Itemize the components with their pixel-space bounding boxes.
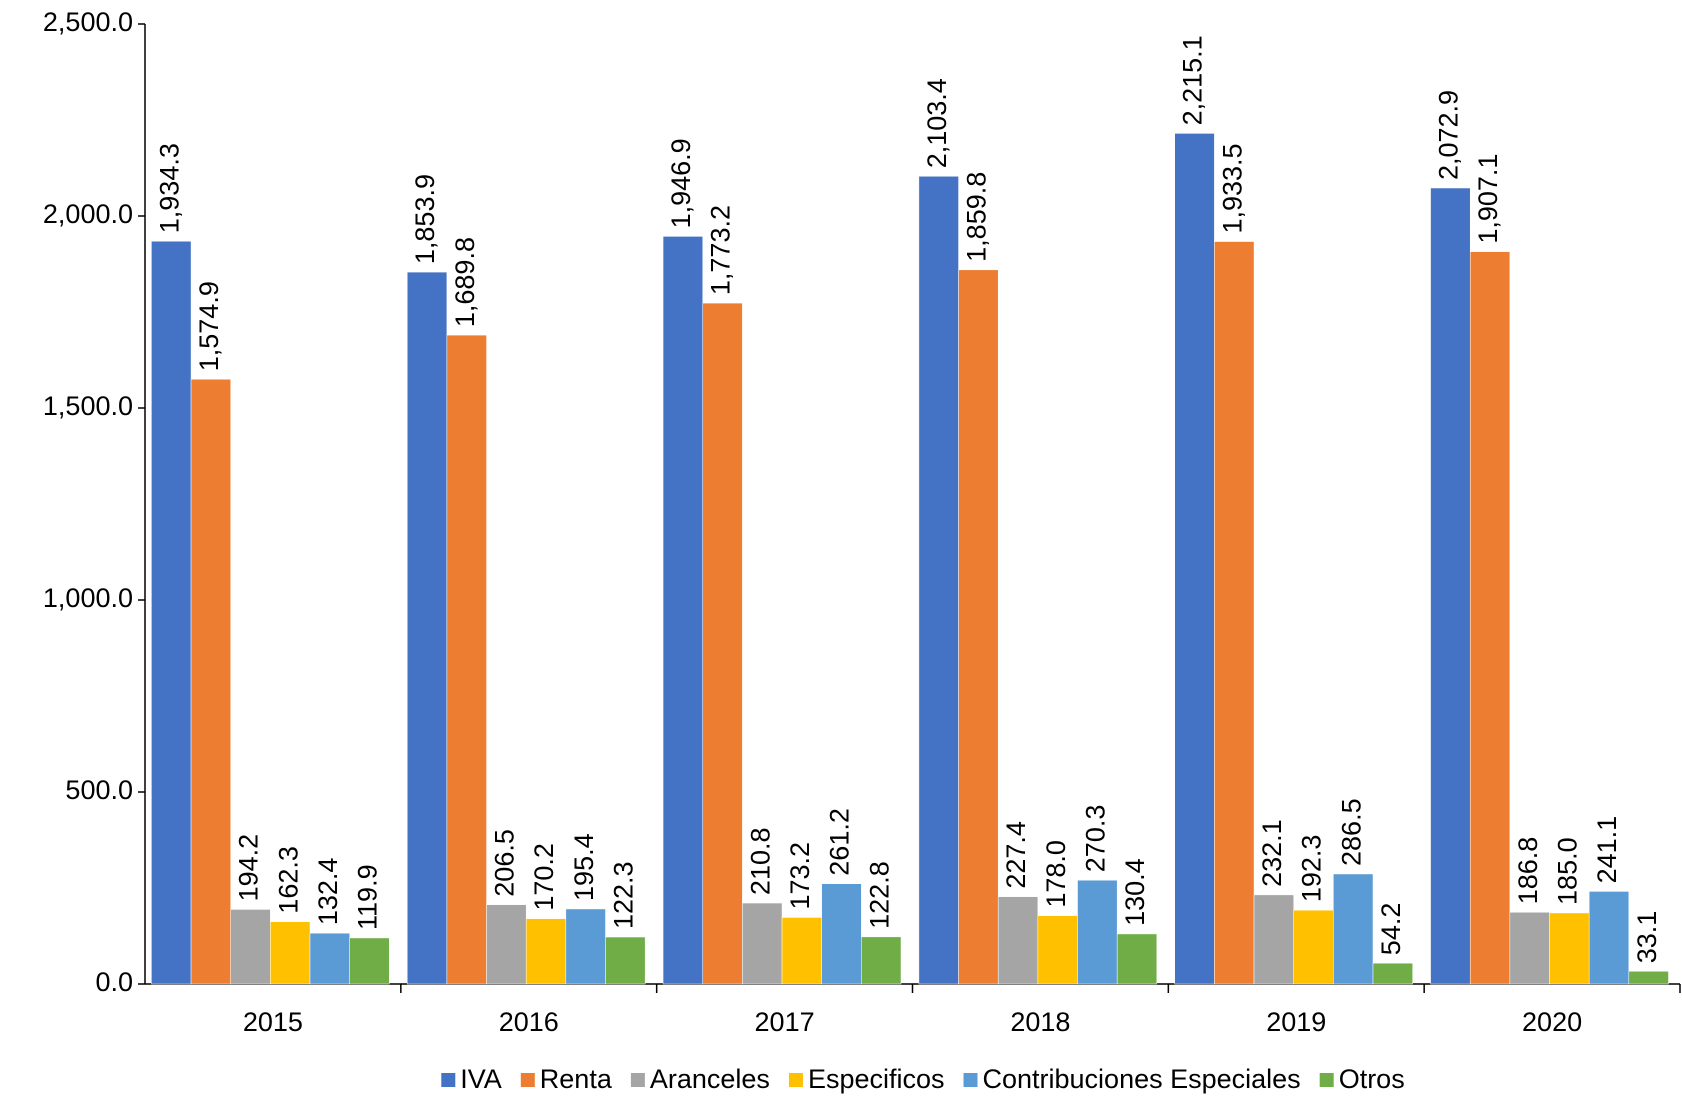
value-label: 2,072.9 xyxy=(1434,90,1464,180)
x-tick-label: 2016 xyxy=(499,1007,559,1037)
value-label: 130.4 xyxy=(1120,858,1150,926)
value-label: 261.2 xyxy=(825,808,855,876)
value-label: 1,853.9 xyxy=(410,174,440,264)
value-label: 206.5 xyxy=(489,829,519,897)
value-label: 194.2 xyxy=(234,834,264,902)
y-tick-label: 1,000.0 xyxy=(43,583,133,613)
bar xyxy=(702,302,743,985)
value-label: 185.0 xyxy=(1552,837,1582,905)
bar xyxy=(1333,873,1374,985)
bar xyxy=(958,269,999,985)
value-label: 270.3 xyxy=(1080,805,1110,873)
legend-swatch xyxy=(963,1073,978,1087)
legend-label: Contribuciones Especiales xyxy=(983,1064,1301,1094)
bar xyxy=(1588,891,1630,985)
value-label: 1,934.3 xyxy=(154,143,184,233)
value-label: 173.2 xyxy=(785,842,815,910)
bar xyxy=(662,236,703,985)
bar xyxy=(1549,912,1590,985)
x-tick-label: 2020 xyxy=(1522,1007,1582,1037)
value-label: 232.1 xyxy=(1257,819,1287,887)
x-tick-label: 2015 xyxy=(243,1007,303,1037)
legend-swatch xyxy=(520,1073,535,1087)
bar xyxy=(1037,915,1078,985)
bar xyxy=(565,908,606,985)
bar xyxy=(1509,912,1550,985)
bar xyxy=(230,909,271,985)
bar xyxy=(1253,894,1294,985)
bar xyxy=(1628,971,1669,985)
value-label: 186.8 xyxy=(1513,837,1543,905)
y-tick-label: 0.0 xyxy=(95,967,133,997)
value-label: 54.2 xyxy=(1376,903,1406,956)
bar xyxy=(486,904,527,985)
value-label: 195.4 xyxy=(569,833,599,901)
legend-label: IVA xyxy=(460,1064,502,1094)
legend-swatch xyxy=(1319,1073,1334,1087)
legend-swatch xyxy=(630,1073,645,1087)
value-label: 122.3 xyxy=(608,861,638,929)
x-tick-label: 2018 xyxy=(1010,1007,1070,1037)
legend-label: Especificos xyxy=(808,1064,945,1094)
bar xyxy=(918,176,959,985)
legend-swatch xyxy=(441,1073,456,1087)
bar xyxy=(605,936,646,985)
bar xyxy=(742,902,783,985)
value-label: 1,689.8 xyxy=(450,237,480,327)
bar xyxy=(525,918,567,985)
legend-label: Renta xyxy=(540,1064,613,1094)
bar xyxy=(821,883,862,985)
value-label: 1,574.9 xyxy=(194,281,224,371)
value-label: 178.0 xyxy=(1041,840,1071,908)
value-label: 1,907.1 xyxy=(1473,154,1503,244)
value-label: 1,946.9 xyxy=(666,138,696,228)
bar xyxy=(1077,879,1118,985)
bar xyxy=(309,932,350,985)
value-label: 1,859.8 xyxy=(962,172,992,262)
value-label: 119.9 xyxy=(353,864,383,930)
bar xyxy=(1293,909,1334,985)
value-label: 2,215.1 xyxy=(1178,35,1208,125)
bar xyxy=(781,917,822,985)
bar xyxy=(151,240,192,985)
bar xyxy=(1174,133,1215,985)
bar xyxy=(1214,241,1255,985)
bar xyxy=(1469,251,1511,985)
value-label: 210.8 xyxy=(745,827,775,895)
x-tick-label: 2019 xyxy=(1266,1007,1326,1037)
y-tick-label: 500.0 xyxy=(65,775,133,805)
value-label: 122.8 xyxy=(864,861,894,929)
bar xyxy=(190,378,231,985)
y-tick-label: 2,000.0 xyxy=(43,199,133,229)
value-label: 1,773.2 xyxy=(706,205,736,295)
value-label: 192.3 xyxy=(1297,835,1327,903)
bar xyxy=(270,921,311,985)
bar xyxy=(861,936,902,985)
bar xyxy=(349,937,390,985)
bar xyxy=(1372,962,1413,985)
bar xyxy=(446,334,487,985)
bar xyxy=(1116,933,1158,985)
y-tick-label: 1,500.0 xyxy=(43,391,133,421)
value-label: 2,103.4 xyxy=(922,78,952,168)
value-label: 1,933.5 xyxy=(1217,143,1247,233)
legend-swatch xyxy=(788,1073,803,1087)
value-label: 132.4 xyxy=(313,858,343,926)
value-label: 170.2 xyxy=(529,843,559,911)
value-label: 286.5 xyxy=(1336,798,1366,866)
value-label: 241.1 xyxy=(1592,816,1622,884)
legend-label: Aranceles xyxy=(650,1064,770,1094)
legend-label: Otros xyxy=(1339,1064,1405,1094)
bar xyxy=(1430,187,1471,985)
bar xyxy=(997,896,1039,985)
value-label: 227.4 xyxy=(1001,821,1031,889)
value-label: 162.3 xyxy=(273,846,303,914)
bar xyxy=(406,271,448,985)
y-tick-label: 2,500.0 xyxy=(43,7,133,37)
value-label: 33.1 xyxy=(1632,911,1662,964)
x-tick-label: 2017 xyxy=(755,1007,815,1037)
